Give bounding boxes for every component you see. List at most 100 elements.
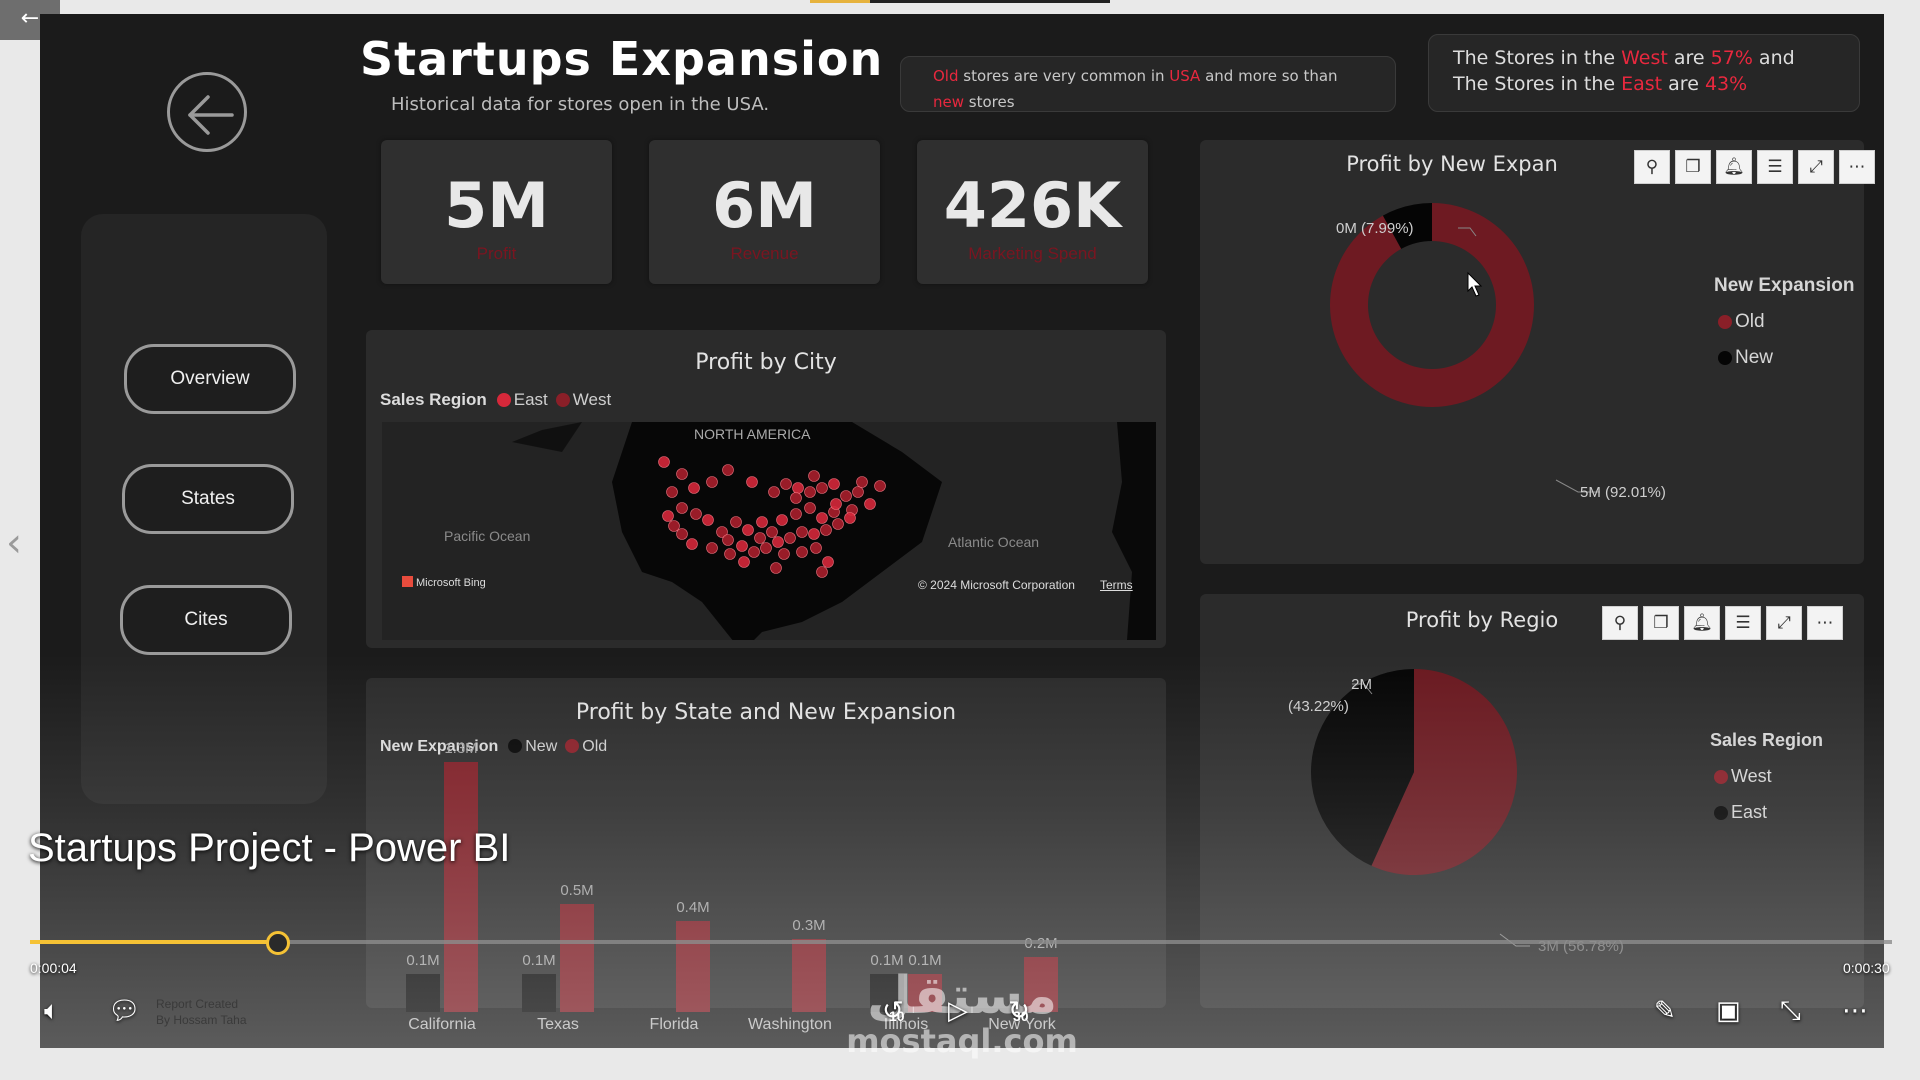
exit-fullscreen-button[interactable]: ⤡ bbox=[1780, 996, 1801, 1027]
pin-icon[interactable]: ⚲ bbox=[1602, 606, 1638, 640]
city-dot[interactable] bbox=[768, 486, 780, 498]
bar-old-washington[interactable] bbox=[792, 938, 826, 1012]
focus-icon[interactable]: ⤢ bbox=[1798, 150, 1834, 184]
legend-item-new[interactable]: New bbox=[1714, 340, 1854, 376]
city-dot[interactable] bbox=[830, 498, 842, 510]
city-dot[interactable] bbox=[676, 528, 688, 540]
city-dot[interactable] bbox=[662, 510, 674, 522]
city-dot[interactable] bbox=[808, 470, 820, 482]
city-dot[interactable] bbox=[874, 480, 886, 492]
city-dot[interactable] bbox=[822, 556, 834, 568]
city-dot[interactable] bbox=[780, 478, 792, 490]
more-options-button[interactable]: ⋯ bbox=[1842, 996, 1868, 1026]
bar-old-texas[interactable] bbox=[560, 903, 594, 1012]
pie-slice-east[interactable] bbox=[1311, 669, 1414, 866]
city-dot[interactable] bbox=[828, 478, 840, 490]
city-dot[interactable] bbox=[690, 508, 702, 520]
mini-view-button[interactable]: ▣ bbox=[1716, 996, 1741, 1026]
legend-item-old[interactable]: Old bbox=[1714, 304, 1854, 340]
city-dot[interactable] bbox=[816, 566, 828, 578]
city-dot[interactable] bbox=[840, 490, 852, 502]
city-dot[interactable] bbox=[676, 502, 688, 514]
city-dot[interactable] bbox=[796, 546, 808, 558]
bar-old-florida[interactable] bbox=[676, 921, 710, 1012]
city-dot[interactable] bbox=[790, 492, 802, 504]
city-dot[interactable] bbox=[688, 482, 700, 494]
skip-forward-button[interactable]: ↻ bbox=[1008, 996, 1030, 1026]
captions-button[interactable]: 💬︎ bbox=[108, 996, 141, 1026]
city-dot[interactable] bbox=[804, 486, 816, 498]
city-dot[interactable] bbox=[760, 542, 772, 554]
pin-icon[interactable]: ⚲ bbox=[1634, 150, 1670, 184]
more-icon[interactable]: ⋯ bbox=[1807, 606, 1843, 640]
skip-back-button[interactable]: ↺ bbox=[882, 996, 904, 1026]
city-dot[interactable] bbox=[716, 526, 728, 538]
city-dot[interactable] bbox=[686, 538, 698, 550]
city-dot[interactable] bbox=[666, 486, 678, 498]
city-dot[interactable] bbox=[736, 540, 748, 552]
kpi-revenue-card[interactable]: 6M Revenue bbox=[649, 140, 880, 284]
city-dot[interactable] bbox=[832, 518, 844, 530]
seek-bar[interactable] bbox=[30, 940, 1892, 944]
pie-slice-west[interactable] bbox=[1371, 669, 1517, 875]
city-dot[interactable] bbox=[796, 526, 808, 538]
city-dot[interactable] bbox=[742, 524, 754, 536]
city-dot[interactable] bbox=[756, 516, 768, 528]
legend-item-west[interactable]: West bbox=[1710, 758, 1823, 794]
bar-old-illinois[interactable] bbox=[908, 974, 942, 1012]
city-dot[interactable] bbox=[738, 556, 750, 568]
city-dot[interactable] bbox=[776, 514, 788, 526]
bell-icon[interactable]: 🔔︎ bbox=[1684, 606, 1720, 640]
bell-icon[interactable]: 🔔︎ bbox=[1716, 150, 1752, 184]
video-stage[interactable]: Overview States Cites Startups Expansion… bbox=[40, 14, 1884, 1048]
city-dot[interactable] bbox=[856, 476, 868, 488]
city-dot[interactable] bbox=[722, 464, 734, 476]
donut-slice-new[interactable] bbox=[1382, 203, 1432, 249]
play-button[interactable]: ▷ bbox=[948, 996, 968, 1026]
draw-button[interactable]: ✎ bbox=[1654, 996, 1676, 1026]
report-back-button[interactable] bbox=[167, 72, 247, 152]
donut-card[interactable]: Profit by New Expan ⚲ ❐ 🔔︎ ☰ ⤢ ⋯ 0M (7.9… bbox=[1200, 140, 1875, 564]
city-dot[interactable] bbox=[792, 482, 804, 494]
kpi-marketing-card[interactable]: 426K Marketing Spend bbox=[917, 140, 1148, 284]
city-dot[interactable] bbox=[772, 536, 784, 548]
city-dot[interactable] bbox=[706, 476, 718, 488]
donut-slice-old[interactable] bbox=[1330, 203, 1534, 407]
copy-icon[interactable]: ❐ bbox=[1643, 606, 1679, 640]
city-dot[interactable] bbox=[748, 546, 760, 558]
pie-card[interactable]: Profit by Regio ⚲ ❐ 🔔︎ ☰ ⤢ ⋯ 2M (43.22%)… bbox=[1200, 594, 1864, 1008]
city-dot[interactable] bbox=[746, 476, 758, 488]
bar-old-new-york[interactable] bbox=[1024, 956, 1058, 1012]
city-dot[interactable] bbox=[852, 486, 864, 498]
city-dot[interactable] bbox=[658, 456, 670, 468]
copy-icon[interactable]: ❐ bbox=[1675, 150, 1711, 184]
map-terms-link[interactable]: Terms bbox=[1100, 578, 1133, 592]
legend-item-east[interactable]: East bbox=[1710, 794, 1823, 830]
volume-button[interactable]: 🔈︎ bbox=[44, 996, 60, 1027]
previous-chevron-icon[interactable]: ‹ bbox=[6, 520, 22, 566]
city-dot[interactable] bbox=[804, 502, 816, 514]
city-dot[interactable] bbox=[730, 516, 742, 528]
city-dot[interactable] bbox=[706, 542, 718, 554]
city-dot[interactable] bbox=[864, 498, 876, 510]
us-map[interactable]: NORTH AMERICA Pacific Ocean Atlantic Oce… bbox=[382, 422, 1156, 640]
city-dot[interactable] bbox=[816, 512, 828, 524]
city-dot[interactable] bbox=[778, 548, 790, 560]
kpi-profit-card[interactable]: 5M Profit bbox=[381, 140, 612, 284]
bar-card[interactable]: Profit by State and New Expansion New Ex… bbox=[366, 678, 1166, 1033]
city-dot[interactable] bbox=[770, 562, 782, 574]
city-dot[interactable] bbox=[784, 532, 796, 544]
city-dot[interactable] bbox=[816, 482, 828, 494]
city-dot[interactable] bbox=[766, 526, 778, 538]
bar-old-california[interactable] bbox=[444, 762, 478, 1012]
bar-new-texas[interactable] bbox=[522, 974, 556, 1012]
bar-new-california[interactable] bbox=[406, 974, 440, 1012]
city-dot[interactable] bbox=[808, 528, 820, 540]
city-dot[interactable] bbox=[724, 548, 736, 560]
city-dot[interactable] bbox=[668, 520, 680, 532]
city-dot[interactable] bbox=[820, 524, 832, 536]
more-icon[interactable]: ⋯ bbox=[1839, 150, 1875, 184]
map-card[interactable]: Profit by City Sales Region East West NORT… bbox=[366, 330, 1166, 648]
cites-button[interactable]: Cites bbox=[120, 585, 292, 655]
focus-icon[interactable]: ⤢ bbox=[1766, 606, 1802, 640]
